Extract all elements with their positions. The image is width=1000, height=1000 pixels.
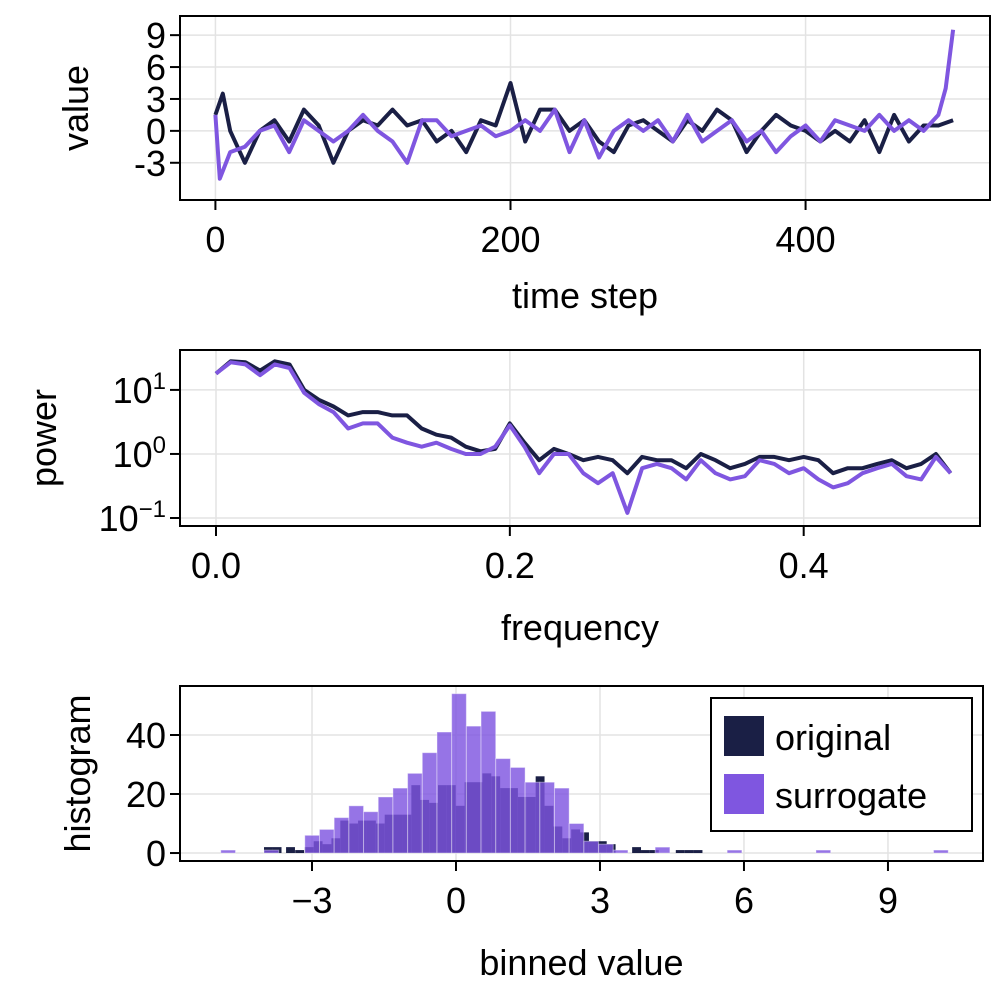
histogram-bar-original — [641, 850, 650, 854]
x-axis-label: frequency — [501, 607, 659, 648]
legend-label-original: original — [775, 717, 891, 758]
x-axis-label: time step — [512, 275, 658, 316]
x-tick-label: 0.0 — [191, 545, 241, 586]
histogram-bar-surrogate — [598, 843, 614, 854]
histogram-bar-surrogate — [495, 758, 511, 854]
panel-3: −3 0 3 6 9 0 20 40 binned value histogram original… — [57, 685, 984, 983]
histogram-bar-original — [295, 850, 305, 854]
y-tick-base: 10 — [99, 498, 139, 539]
axes-frame — [179, 685, 984, 862]
y-tick-exponent: 0 — [153, 432, 166, 459]
histogram-bar-surrogate — [553, 787, 570, 854]
histogram-bar-surrogate — [583, 840, 600, 854]
plot-area — [214, 359, 953, 515]
series-line-surrogate — [213, 29, 956, 181]
histogram-bar-surrogate — [333, 817, 350, 854]
histogram-bar-surrogate — [654, 846, 671, 854]
x-tick-label: 200 — [480, 219, 540, 260]
y-tick-label: 40 — [126, 715, 166, 756]
series-line-original — [214, 359, 953, 476]
plot-area — [213, 29, 956, 181]
histogram-bar-surrogate — [451, 693, 467, 854]
y-tick-label: 0 — [146, 111, 166, 152]
histogram-bar-surrogate — [726, 849, 743, 854]
histogram-bar-surrogate — [377, 796, 394, 854]
histogram-bar-surrogate — [539, 781, 555, 854]
histogram-bar-surrogate — [220, 849, 236, 854]
histogram-bar-surrogate — [407, 772, 423, 854]
y-tick-label: 20 — [126, 774, 166, 815]
histogram-bar-surrogate — [612, 849, 629, 854]
x-tick-label: 0 — [205, 219, 225, 260]
histogram-bar-original — [632, 847, 642, 854]
series-line-surrogate — [214, 360, 953, 515]
y-tick-label: 0 — [146, 833, 166, 874]
x-tick-label: 0.4 — [779, 545, 829, 586]
x-tick-label: 9 — [878, 880, 898, 921]
y-tick-label: 100 — [113, 432, 166, 475]
y-tick-base: 10 — [113, 370, 153, 411]
histogram-bar-surrogate — [480, 710, 497, 854]
histogram-bar-original — [684, 850, 694, 854]
y-tick-label: -3 — [134, 143, 166, 184]
histogram-bar-surrogate — [436, 731, 453, 854]
axes-frame — [179, 349, 981, 527]
histogram-bar-surrogate — [348, 805, 365, 854]
x-tick-label: 400 — [776, 219, 836, 260]
y-tick-label: 9 — [146, 15, 166, 56]
x-tick-label: 6 — [734, 880, 754, 921]
histogram-bar-surrogate — [318, 828, 335, 854]
legend-label-surrogate: surrogate — [775, 775, 927, 816]
series-line-original — [213, 81, 954, 165]
axes-frame — [179, 15, 991, 201]
histogram-bar-original — [649, 850, 659, 854]
legend-swatch-surrogate — [724, 774, 764, 814]
x-tick-label: 0.2 — [485, 545, 535, 586]
histogram-bar-surrogate — [815, 849, 832, 854]
y-tick-label: 6 — [146, 47, 166, 88]
legend-swatch-original — [724, 716, 764, 756]
y-tick-label: 101 — [113, 368, 166, 411]
histogram-bar-surrogate — [524, 781, 541, 854]
histogram-bar-original — [693, 850, 703, 854]
histogram-bar-surrogate — [509, 766, 526, 854]
y-tick-exponent: 1 — [153, 368, 166, 395]
x-tick-label: 0 — [446, 880, 466, 921]
y-axis-label: power — [23, 389, 64, 487]
legend: original surrogate — [710, 697, 973, 832]
y-tick-base: 10 — [113, 434, 153, 475]
y-tick-exponent: −1 — [139, 496, 166, 523]
y-tick-label: 3 — [146, 79, 166, 120]
histogram-bar-surrogate — [363, 811, 379, 854]
histogram-bar-surrogate — [304, 834, 320, 854]
histogram-bar-surrogate — [263, 849, 280, 854]
histogram-bar-original — [675, 850, 685, 854]
x-tick-label: −3 — [291, 880, 332, 921]
histogram-bar-surrogate — [421, 752, 438, 854]
histogram-bar-surrogate — [392, 787, 409, 854]
x-tick-label: 3 — [590, 880, 610, 921]
histogram-bar-surrogate — [465, 725, 482, 854]
y-tick-label: 10−1 — [99, 496, 166, 539]
histogram-bar-surrogate — [933, 849, 949, 854]
y-axis-label: histogram — [57, 694, 98, 852]
histogram-bar-original — [286, 847, 295, 854]
x-axis-label: binned value — [479, 942, 683, 983]
histogram-bar-surrogate — [568, 823, 585, 854]
plot-area — [220, 693, 949, 854]
y-axis-label: value — [55, 65, 96, 151]
